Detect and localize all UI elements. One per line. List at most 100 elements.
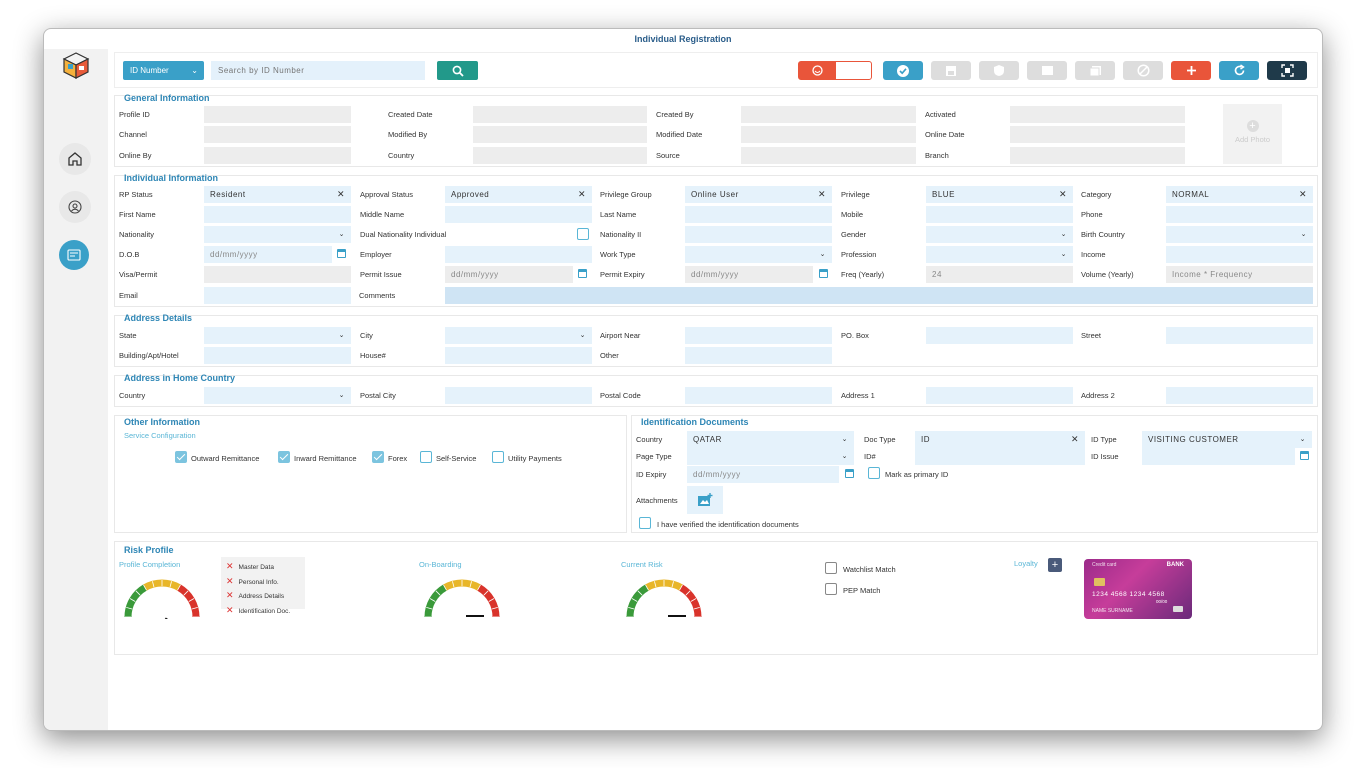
profile-id-field [204, 106, 351, 123]
save-button[interactable] [931, 61, 971, 80]
comments-input[interactable] [445, 287, 1313, 304]
sidebar [44, 49, 108, 730]
id-type-select[interactable]: VISITING CUSTOMER ⌄ [1142, 431, 1312, 448]
other-input[interactable] [685, 347, 832, 364]
checklist-item-label: Identification Doc. [238, 607, 291, 615]
dob-input[interactable]: dd/mm/yyyy [204, 246, 332, 263]
page-type-select[interactable]: ⌄ [687, 448, 854, 465]
service-checkbox-self-service[interactable] [420, 451, 432, 463]
postal-city-input[interactable] [445, 387, 592, 404]
doc-type-value: ID [921, 435, 930, 444]
birth-country-select[interactable]: ⌄ [1166, 226, 1313, 243]
card-number: 1234 4568 1234 4568 [1092, 591, 1165, 598]
attachment-upload-button[interactable] [687, 486, 723, 514]
street-input[interactable] [1166, 327, 1313, 344]
gauge-tick [645, 584, 649, 591]
search-type-select[interactable]: ID Number ⌄ [123, 61, 204, 80]
verify-button[interactable] [979, 61, 1019, 80]
building-input[interactable] [204, 347, 351, 364]
category-select[interactable]: NORMAL ✕ [1166, 186, 1313, 203]
approval-status-select[interactable]: Approved ✕ [445, 186, 592, 203]
clear-icon[interactable]: ✕ [817, 189, 826, 199]
address1-input[interactable] [926, 387, 1073, 404]
privilege-select[interactable]: BLUE ✕ [926, 186, 1073, 203]
clear-icon[interactable]: ✕ [1070, 434, 1079, 444]
card-chip-icon [1094, 578, 1105, 586]
calendar-icon[interactable] [1300, 451, 1309, 460]
calendar-icon[interactable] [578, 269, 587, 278]
airport-input[interactable] [685, 327, 832, 344]
id-issue-input[interactable] [1142, 448, 1295, 465]
clear-icon[interactable]: ✕ [577, 189, 586, 199]
calendar-icon[interactable] [337, 249, 346, 258]
chevron-down-icon: ⌄ [338, 392, 345, 399]
clear-icon[interactable]: ✕ [336, 189, 345, 199]
chevron-down-icon: ⌄ [841, 436, 848, 443]
service-checkbox-outward-remittance[interactable] [175, 451, 187, 463]
first-name-input[interactable] [204, 206, 351, 223]
gauge-tick [637, 590, 643, 596]
approve-button[interactable] [883, 61, 923, 80]
home-icon[interactable] [59, 143, 91, 175]
privilege-group-select[interactable]: Online User ✕ [685, 186, 832, 203]
gauge-tick [435, 590, 441, 596]
fullscreen-button[interactable] [1267, 61, 1307, 80]
add-photo-button[interactable]: + Add Photo [1223, 104, 1282, 164]
nationality-select[interactable]: ⌄ [204, 226, 351, 243]
calendar-icon[interactable] [845, 469, 854, 478]
city-select[interactable]: ⌄ [445, 327, 592, 344]
dual-nationality-checkbox[interactable] [577, 228, 589, 240]
search-button[interactable] [437, 61, 478, 80]
rp-status-select[interactable]: Resident ✕ [204, 186, 351, 203]
doc-type-select[interactable]: ID ✕ [915, 431, 1085, 448]
permit-issue-input[interactable]: dd/mm/yyyy [445, 266, 573, 283]
service-checkbox-inward-remittance[interactable] [278, 451, 290, 463]
employer-input[interactable] [445, 246, 592, 263]
clear-icon[interactable]: ✕ [1058, 189, 1067, 199]
chevron-down-icon: ⌄ [1060, 231, 1067, 238]
copy-button[interactable] [1075, 61, 1115, 80]
id-country-select[interactable]: QATAR ⌄ [687, 431, 854, 448]
profile-icon[interactable] [59, 191, 91, 223]
primary-id-checkbox[interactable] [868, 467, 880, 479]
last-name-input[interactable] [685, 206, 832, 223]
po-box-input[interactable] [926, 327, 1073, 344]
onboarding-gauge [424, 579, 500, 618]
add-loyalty-button[interactable]: + [1048, 558, 1062, 572]
add-button[interactable] [1171, 61, 1211, 80]
calendar-icon[interactable] [819, 269, 828, 278]
phone-input[interactable] [1166, 206, 1313, 223]
identification-documents-title: Identification Documents [641, 417, 749, 427]
home-country-select[interactable]: ⌄ [204, 387, 351, 404]
id-number-input[interactable] [915, 448, 1085, 465]
face-toggle[interactable] [798, 61, 872, 80]
work-type-select[interactable]: ⌄ [685, 246, 832, 263]
nationality2-input[interactable] [685, 226, 832, 243]
middle-name-input[interactable] [445, 206, 592, 223]
search-input[interactable] [211, 61, 425, 80]
form-button[interactable] [1027, 61, 1067, 80]
pep-checkbox[interactable] [825, 583, 837, 595]
service-checkbox-forex[interactable] [372, 451, 384, 463]
email-input[interactable] [204, 287, 351, 304]
clear-icon[interactable]: ✕ [1298, 189, 1307, 199]
add-photo-label: Add Photo [1234, 135, 1271, 144]
mobile-input[interactable] [926, 206, 1073, 223]
postal-code-input[interactable] [685, 387, 832, 404]
state-select[interactable]: ⌄ [204, 327, 351, 344]
house-input[interactable] [445, 347, 592, 364]
service-checkbox-utility-payments[interactable] [492, 451, 504, 463]
profession-select[interactable]: ⌄ [926, 246, 1073, 263]
watchlist-checkbox[interactable] [825, 562, 837, 574]
service-label: Forex [388, 454, 408, 463]
block-button[interactable] [1123, 61, 1163, 80]
verified-checkbox[interactable] [639, 517, 651, 529]
permit-expiry-input[interactable]: dd/mm/yyyy [685, 266, 813, 283]
income-input[interactable] [1166, 246, 1313, 263]
refresh-button[interactable] [1219, 61, 1259, 80]
id-expiry-input[interactable]: dd/mm/yyyy [687, 466, 839, 483]
address2-input[interactable] [1166, 387, 1313, 404]
gender-select[interactable]: ⌄ [926, 226, 1073, 243]
registration-card-icon[interactable] [59, 240, 89, 270]
watchlist-label: Watchlist Match [843, 565, 896, 574]
